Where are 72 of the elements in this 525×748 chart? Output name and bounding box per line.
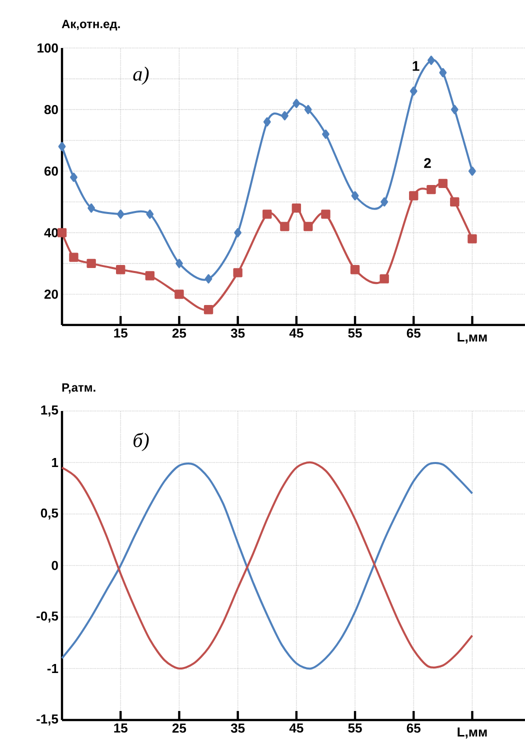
x-tick-label: 25 — [172, 328, 186, 338]
point — [438, 178, 448, 188]
y-tick-label: 100 — [38, 43, 58, 53]
y-tick-label: 60 — [44, 166, 58, 176]
point — [292, 203, 302, 213]
point — [263, 117, 271, 126]
y-tick-label: 1 — [52, 458, 58, 467]
annotation: б) — [134, 432, 149, 452]
point — [380, 197, 388, 206]
y-tick-label: 1,5 — [41, 406, 58, 416]
point — [280, 222, 290, 232]
x-tick-label: 55 — [348, 724, 362, 733]
series-label: 1 — [412, 61, 420, 71]
point — [146, 210, 154, 219]
x-tick-label: 45 — [289, 724, 304, 733]
x-axis-title: L,мм — [458, 332, 487, 344]
point — [281, 111, 288, 120]
point — [69, 252, 78, 262]
point — [174, 290, 184, 299]
point — [321, 210, 330, 219]
y-tick-label: 40 — [44, 228, 58, 238]
point — [428, 56, 435, 65]
point — [116, 210, 124, 219]
y-tick-label: -0,5 — [36, 611, 58, 623]
point — [204, 274, 212, 284]
y-tick-label: 20 — [44, 290, 58, 299]
series-label: 2 — [424, 158, 431, 168]
y-axis-title: P,атм. — [62, 383, 96, 394]
y-tick-label: 0 — [52, 560, 58, 570]
point — [176, 258, 183, 268]
x-tick-label: 15 — [114, 724, 128, 733]
x-tick-label: 65 — [406, 724, 421, 733]
point — [450, 104, 458, 114]
point — [439, 68, 447, 78]
point — [145, 271, 155, 280]
x-tick-label: 65 — [406, 328, 421, 338]
x-tick-label: 35 — [230, 328, 245, 338]
point — [380, 274, 389, 284]
point — [262, 210, 272, 219]
y-axis-title: Ак,отн.ед. — [62, 20, 120, 30]
x-tick-label: 55 — [348, 328, 362, 338]
point — [70, 172, 78, 182]
point — [304, 222, 313, 232]
point — [350, 265, 360, 274]
y-tick-label: -1 — [47, 664, 58, 673]
point — [322, 130, 330, 139]
point — [468, 234, 477, 244]
point — [410, 86, 418, 96]
y-tick-label: 0,5 — [40, 508, 58, 520]
point — [292, 98, 300, 108]
point — [450, 197, 460, 206]
point — [57, 228, 67, 238]
x-axis-title: L,мм — [458, 728, 487, 738]
point — [58, 142, 66, 152]
point — [86, 258, 96, 268]
x-tick-label: 35 — [230, 724, 245, 733]
annotation: а) — [133, 66, 149, 85]
x-tick-label: 25 — [172, 724, 186, 733]
point — [351, 191, 359, 200]
y-tick-label: -1,5 — [36, 714, 58, 726]
point — [88, 203, 95, 213]
point — [304, 104, 312, 114]
point — [426, 184, 436, 194]
point — [468, 166, 476, 176]
x-tick-label: 15 — [114, 328, 128, 338]
point — [233, 268, 242, 278]
x-tick-label: 45 — [289, 328, 304, 338]
point — [116, 265, 126, 274]
point — [234, 228, 242, 238]
point — [204, 305, 214, 314]
point — [409, 191, 418, 200]
y-tick-label: 80 — [44, 104, 58, 114]
